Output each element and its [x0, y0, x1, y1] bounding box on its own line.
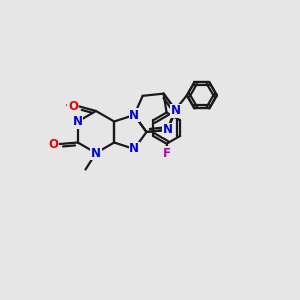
Text: N: N	[129, 142, 139, 155]
Text: N: N	[91, 146, 101, 160]
Text: N: N	[129, 109, 139, 122]
Text: N: N	[171, 104, 181, 117]
Text: N: N	[73, 115, 83, 128]
Text: O: O	[48, 137, 58, 151]
Text: N: N	[162, 123, 172, 136]
Text: F: F	[163, 147, 171, 160]
Text: O: O	[68, 100, 78, 113]
